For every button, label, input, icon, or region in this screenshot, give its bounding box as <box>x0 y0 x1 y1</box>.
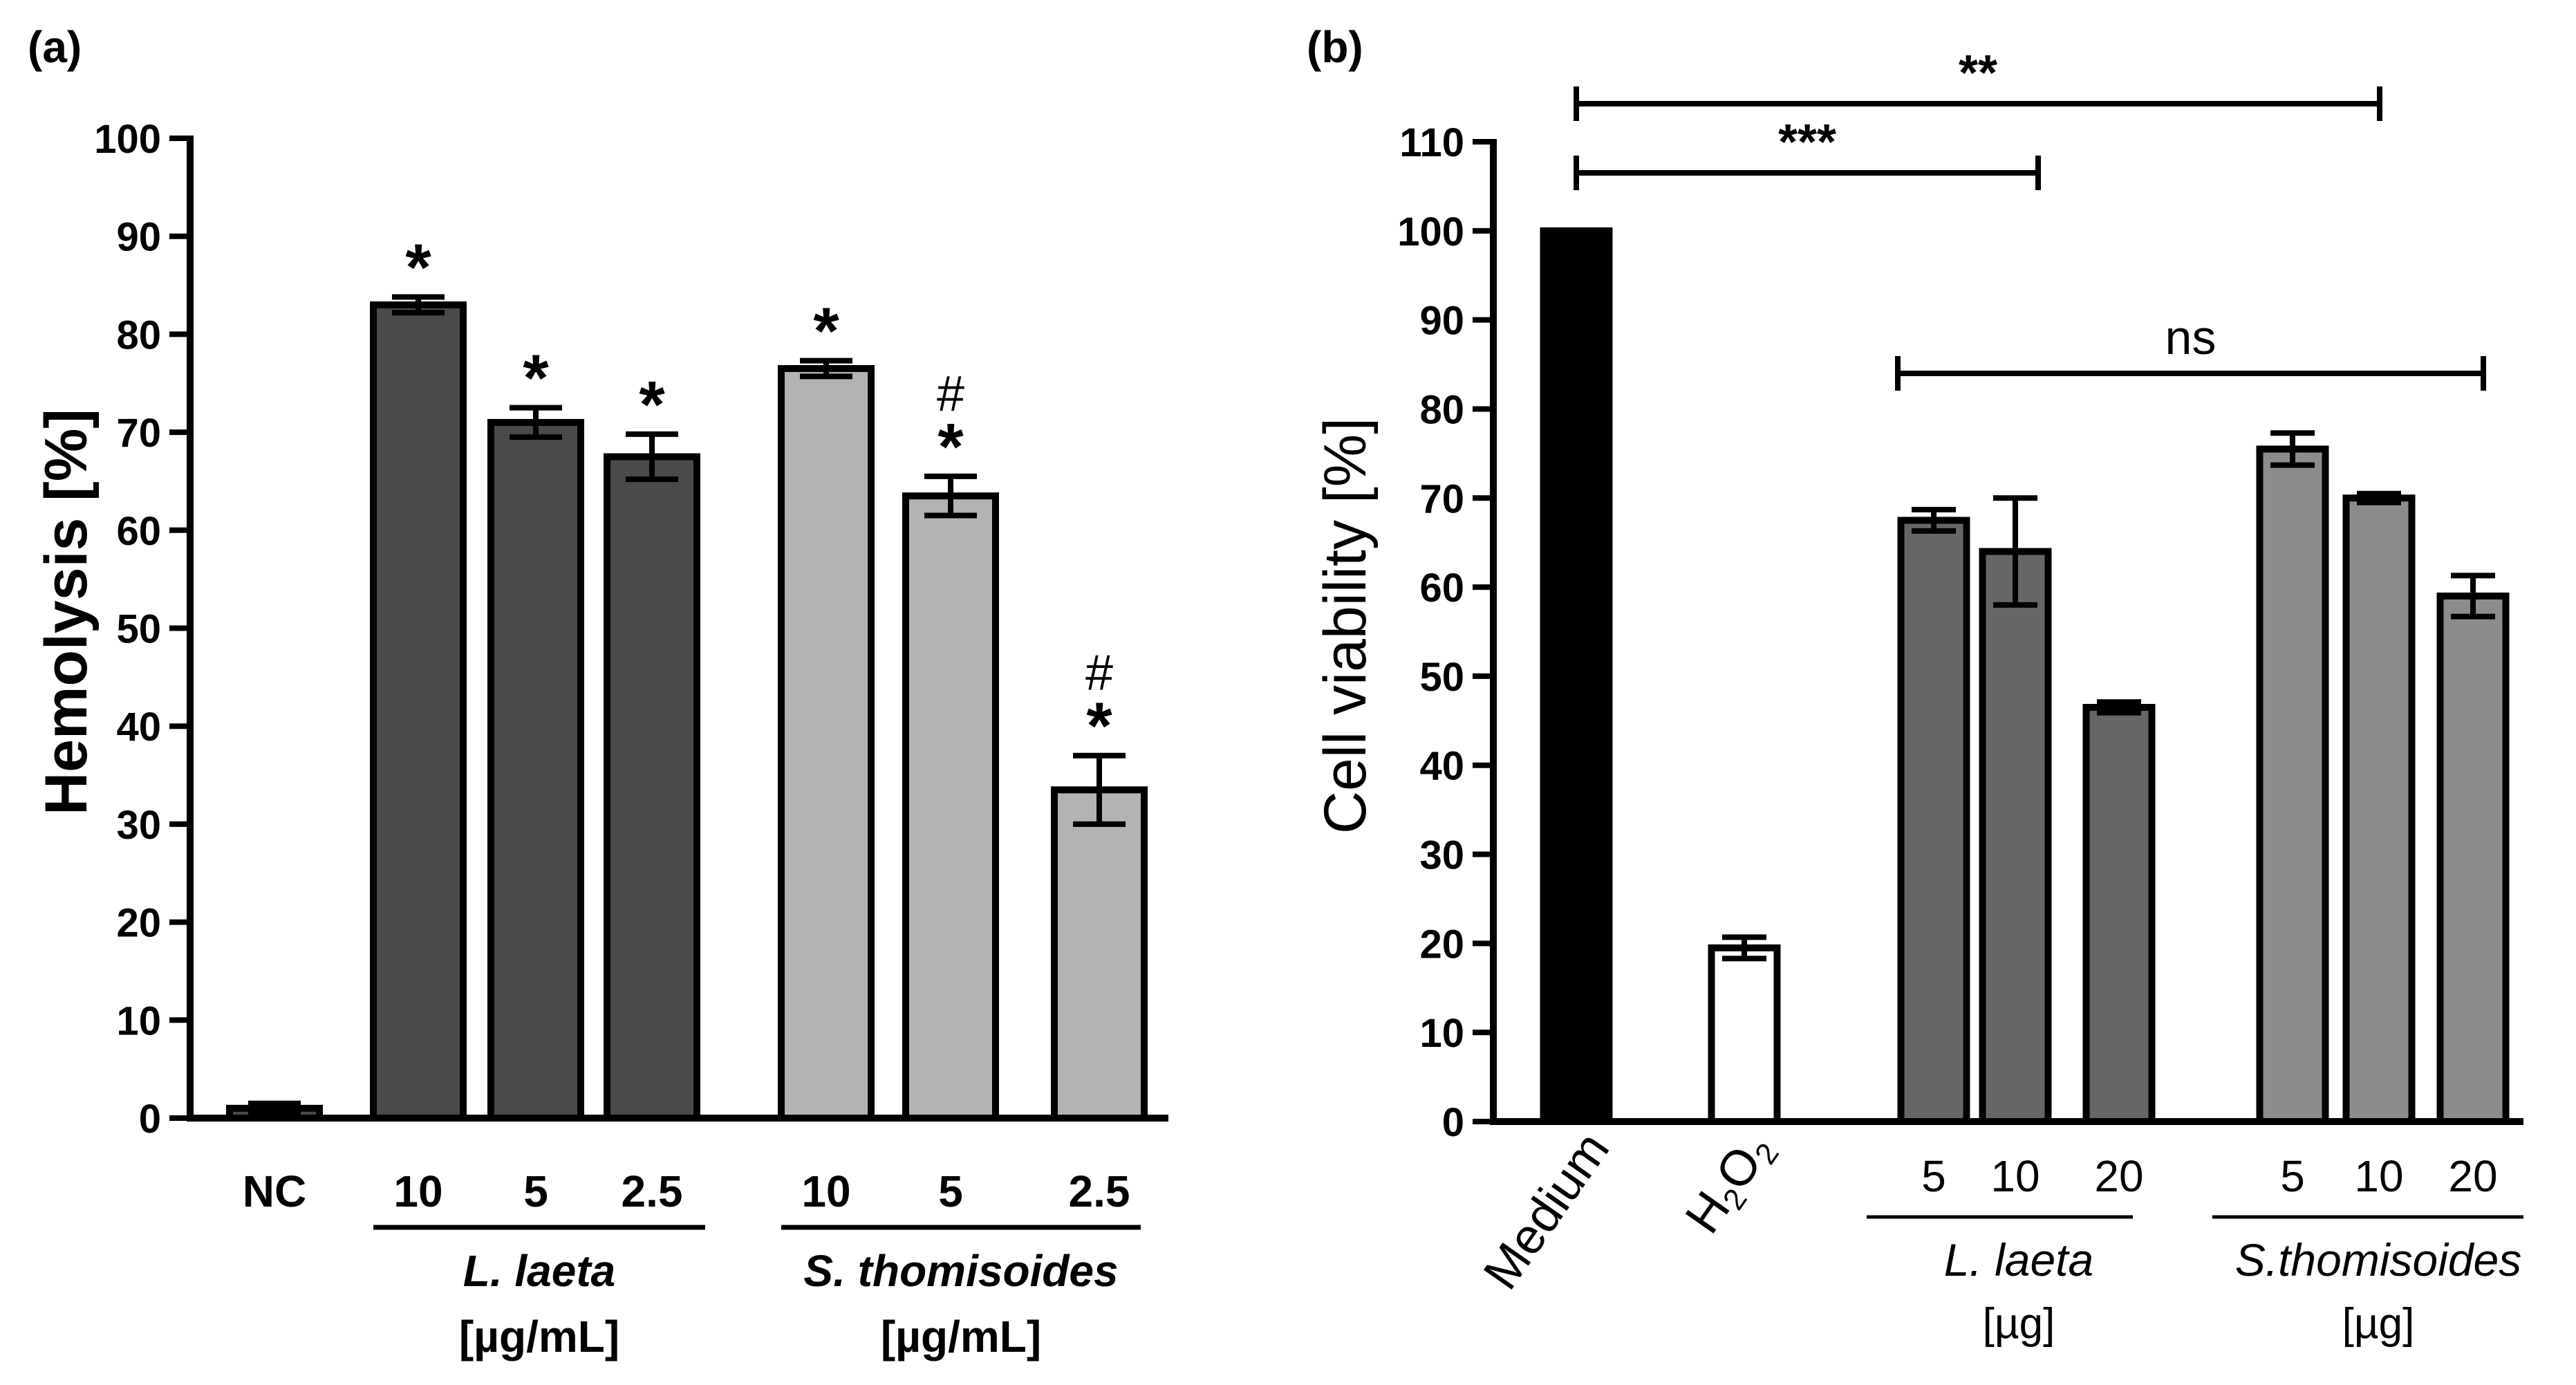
panel-b-category-label: 5 <box>1921 1151 1946 1201</box>
panel-a-ylabel: Hemolysis [%] <box>33 409 100 815</box>
panel-b-ytick-label: 50 <box>1419 655 1464 700</box>
panel-b-significance-label: ns <box>2165 310 2216 364</box>
panel-a-significance-star: * <box>937 410 964 484</box>
panel-a-ytick-label: 30 <box>116 803 161 848</box>
panel-b-ytick-label: 100 <box>1397 210 1464 254</box>
panel-a-category-label: 2.5 <box>622 1166 683 1216</box>
panel-b-category-label: 5 <box>2280 1151 2305 1201</box>
panel-a-ytick-label: 100 <box>94 117 161 162</box>
panel-a-hash-annotation: # <box>1085 646 1113 701</box>
panel-b-bar <box>2436 592 2510 1125</box>
panel-b-bar <box>1540 227 1613 1125</box>
panel-b-ytick-label: 90 <box>1419 299 1464 344</box>
panel-a-significance-star: * <box>405 231 431 305</box>
panel-a-category-label: 2.5 <box>1069 1166 1130 1216</box>
panel-b-category-label: 20 <box>2448 1151 2497 1201</box>
panel-b-ytick-label: 80 <box>1419 387 1464 432</box>
panel-label-a: (a) <box>28 22 82 72</box>
panel-b-ytick-label: 30 <box>1419 833 1464 878</box>
panel-b-bar <box>1979 548 2052 1125</box>
panel-b-group-name: L. laeta <box>1944 1234 2094 1285</box>
panel-b-category-label: 10 <box>1990 1151 2040 1201</box>
panel-b-significance-label: *** <box>1778 115 1836 170</box>
panel-b-ylabel: Cell viability [%] <box>1312 418 1379 834</box>
panel-b-category-label-medium: Medium <box>1473 1122 1620 1299</box>
panel-b-ytick-label: 10 <box>1419 1011 1464 1056</box>
panel-b-category-label: 10 <box>2354 1151 2403 1201</box>
panel-a-bar <box>487 418 584 1122</box>
panel-b-significance-label: ** <box>1959 46 1997 101</box>
panel-a-ytick-label: 80 <box>116 313 161 357</box>
panel-a-bar <box>778 364 875 1122</box>
panel-a-significance-star: * <box>639 368 665 442</box>
panel-a-significance-star: * <box>813 295 839 369</box>
panel-a-ytick-label: 70 <box>116 411 161 456</box>
panel-a-ytick-label: 60 <box>116 509 161 554</box>
panel-b-bar <box>1897 517 1970 1125</box>
panel-a-hash-annotation: # <box>937 366 964 422</box>
panel-a-category-label: 5 <box>938 1166 963 1216</box>
panel-b-bar <box>2342 494 2416 1125</box>
panel-a-ytick-label: 20 <box>116 901 161 946</box>
panel-a-bar <box>1051 786 1148 1122</box>
panel-b-ytick-label: 0 <box>1442 1100 1464 1145</box>
panel-a-group-name: S. thomisoides <box>803 1246 1118 1296</box>
panel-b-ytick-label: 20 <box>1419 922 1464 967</box>
panel-a-category-label: 10 <box>801 1166 850 1216</box>
panel-a-ytick-label: 50 <box>116 607 161 652</box>
panel-a-significance-star: * <box>523 342 549 416</box>
panel-a-group-name: L. laeta <box>463 1246 616 1296</box>
panel-b-category-label-h2o2: H2O2 <box>1675 1122 1786 1245</box>
panel-b-group-name: S.thomisoides <box>2235 1234 2522 1285</box>
panel-a-bar <box>902 492 999 1122</box>
panel-a-bar <box>604 453 700 1122</box>
panel-a-category-label: 10 <box>393 1166 442 1216</box>
panel-b-bar <box>2256 445 2329 1125</box>
panel-b-ytick-label: 60 <box>1419 566 1464 611</box>
panel-a-ytick-label: 40 <box>116 705 161 750</box>
panel-b-category-label: 20 <box>2094 1151 2143 1201</box>
panel-b-ytick-label: 110 <box>1399 120 1464 165</box>
panel-a-category-label: NC <box>243 1166 306 1216</box>
panel-b-bar <box>1708 944 1781 1126</box>
panel-b-ytick-label: 40 <box>1419 744 1464 789</box>
panel-a-bar <box>370 301 467 1122</box>
panel-a-group-unit: [µg/mL] <box>459 1312 619 1361</box>
panel-label-b: (b) <box>1307 22 1363 72</box>
panel-a-group-unit: [µg/mL] <box>881 1312 1041 1361</box>
panel-a-ytick-label: 90 <box>116 215 161 260</box>
panel-a-ytick-label: 10 <box>116 998 161 1043</box>
panel-b-bar <box>2082 703 2156 1125</box>
panel-a-significance-star: * <box>1086 689 1112 763</box>
panel-b-chart: 0 10 20 30 40 50 60 70 80 90 100 110 5 10 20 5 10 20 Mediu… <box>1397 46 2523 1348</box>
panel-b-group-unit: [µg] <box>1983 1300 2055 1348</box>
panel-a-ytick-label: 0 <box>139 1097 161 1142</box>
panel-a-category-label: 5 <box>523 1166 548 1216</box>
panel-b-group-unit: [µg] <box>2342 1300 2415 1348</box>
panel-b-ytick-label: 70 <box>1419 476 1464 521</box>
